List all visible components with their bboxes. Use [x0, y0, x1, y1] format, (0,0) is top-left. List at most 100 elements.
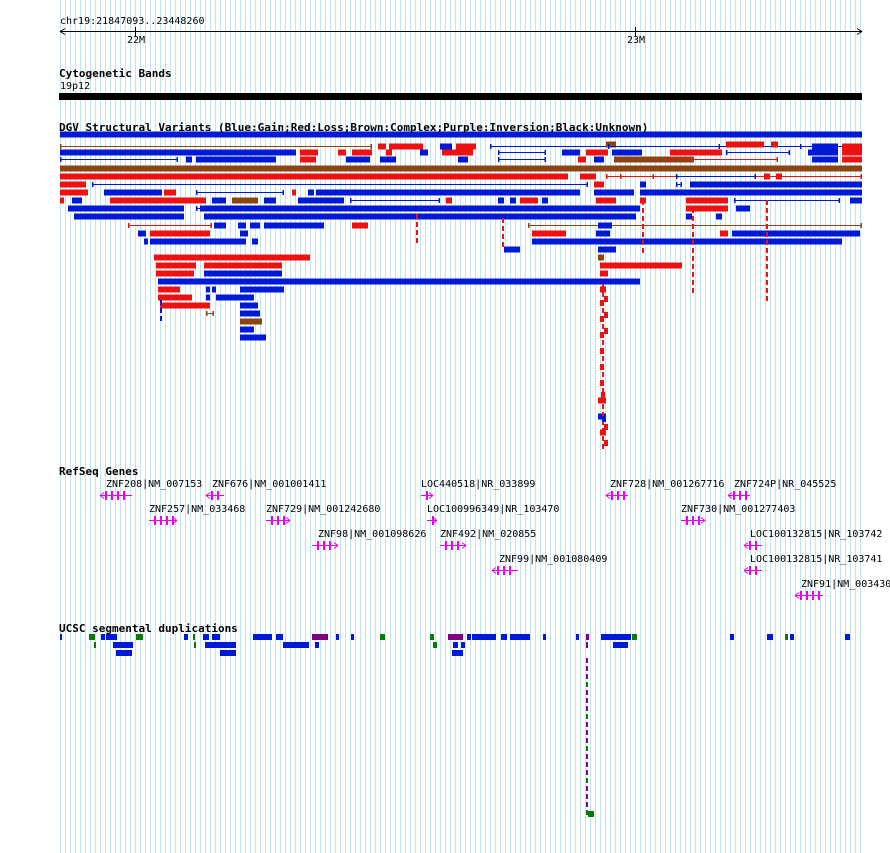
structural-variant-tick [642, 208, 644, 213]
structural-variant-tick [602, 436, 604, 441]
gene-label[interactable]: LOC100996349|NR_103470 [427, 504, 560, 515]
structural-variant [378, 143, 386, 150]
dgv-track-title[interactable]: DGV Structural Variants (Blue:Gain;Red:L… [59, 121, 649, 134]
gene-strand-arrow [172, 517, 178, 524]
structural-variant [812, 143, 838, 150]
structural-variant [600, 286, 606, 293]
gene-exon [503, 566, 505, 575]
structural-variant [812, 156, 838, 163]
refseq-track-title[interactable]: RefSeq Genes [59, 465, 139, 478]
gene-label[interactable]: ZNF729|NM_001242680 [266, 504, 381, 515]
segmental-duplication [351, 634, 354, 640]
structural-variant-tick [642, 200, 644, 205]
structural-variant [240, 326, 254, 333]
structural-variant-tick [502, 218, 504, 223]
segmental-duplication-tick [586, 802, 588, 807]
structural-variant [238, 222, 246, 229]
structural-variant [60, 173, 568, 180]
segdup-track-title[interactable]: UCSC segmental duplications [59, 622, 238, 635]
structural-variant [716, 213, 722, 220]
gene-strand-arrow [99, 492, 105, 499]
segmental-duplication [220, 650, 236, 656]
segmental-duplication [60, 634, 62, 640]
structural-variant-end [196, 190, 198, 195]
structural-variant-tick [160, 300, 162, 305]
segmental-duplication [184, 634, 188, 640]
structural-variant-tick [692, 216, 694, 221]
structural-variant [614, 156, 694, 163]
segmental-duplication-tick [586, 666, 588, 671]
gene-label[interactable]: ZNF492|NM_020855 [440, 529, 537, 540]
segmental-duplication [253, 634, 272, 640]
structural-variant [640, 181, 646, 188]
structural-variant [212, 286, 216, 293]
gene-label[interactable]: LOC100132815|NR_103742 [750, 529, 883, 540]
gene-exon [432, 516, 434, 525]
structural-variant [240, 286, 284, 293]
gene-exon [623, 491, 625, 500]
segmental-duplication [136, 634, 143, 640]
gene-label[interactable]: ZNF676|NM_001001411 [212, 479, 327, 490]
structural-variant-end [544, 150, 546, 155]
segmental-duplication [785, 634, 788, 640]
structural-variant-tick [692, 264, 694, 269]
gene-label[interactable]: ZNF99|NM_001080409 [499, 554, 608, 565]
gene-exon [105, 491, 107, 500]
gene-label[interactable]: ZNF728|NM_001267716 [610, 479, 725, 490]
gene-exon [749, 541, 751, 550]
gene-label[interactable]: ZNF91|NM_003430 [801, 579, 890, 590]
gene-exon [818, 591, 820, 600]
structural-variant [206, 294, 210, 301]
gene-exon [617, 491, 619, 500]
segmental-duplication-tick [586, 754, 588, 759]
ruler-tick-label-22m: 22M [127, 35, 146, 46]
structural-variant [604, 296, 608, 302]
gene-exon [172, 516, 174, 525]
gene-strand-arrow [491, 567, 497, 574]
segmental-duplication-tick [586, 762, 588, 767]
structural-variant [60, 181, 86, 188]
structural-variant [594, 156, 604, 163]
cytoband-label: 19p12 [60, 81, 91, 92]
segmental-duplication [586, 634, 589, 640]
structural-variant [240, 230, 248, 237]
gene-label[interactable]: ZNF208|NM_007153 [106, 479, 203, 490]
structural-variant [600, 316, 604, 322]
structural-variant [420, 149, 428, 156]
structural-variant-tick [502, 242, 504, 247]
segmental-duplication-tick [586, 722, 588, 727]
structural-variant [150, 238, 246, 245]
structural-variant [598, 254, 604, 261]
structural-variant [604, 440, 608, 446]
structural-variant-end [676, 182, 678, 187]
structural-variant-end [652, 174, 654, 179]
segmental-duplication [212, 634, 220, 640]
gene-exon [445, 541, 447, 550]
gene-label[interactable]: ZNF257|NM_033468 [149, 504, 246, 515]
structural-variant-tick [602, 388, 604, 393]
gene-label[interactable]: LOC440518|NR_033899 [421, 479, 536, 490]
gene-exon [154, 516, 156, 525]
structural-variant [158, 278, 640, 285]
structural-variant [600, 262, 682, 269]
structural-variant-end [196, 206, 198, 211]
gene-label[interactable]: LOC100132815|NR_103741 [750, 554, 883, 565]
cytoband-track-title[interactable]: Cytogenetic Bands [59, 67, 172, 80]
structural-variant-tick [160, 316, 162, 321]
structural-variant-end [128, 223, 130, 228]
segmental-duplication-tick [586, 690, 588, 695]
structural-variant [600, 300, 604, 306]
gene-label[interactable]: ZNF724P|NR_045525 [734, 479, 837, 490]
structural-variant [598, 246, 616, 253]
structural-variant [612, 149, 642, 156]
structural-variant [532, 230, 566, 237]
structural-variant-tick [642, 232, 644, 237]
structural-variant [850, 197, 862, 204]
gene-label[interactable]: ZNF730|NM_001277403 [681, 504, 796, 515]
segmental-duplication [790, 634, 794, 640]
structural-variant [600, 364, 604, 370]
structural-variant-tick [692, 224, 694, 229]
gene-label[interactable]: ZNF98|NM_001098626 [318, 529, 427, 540]
structural-variant-end [498, 157, 500, 162]
